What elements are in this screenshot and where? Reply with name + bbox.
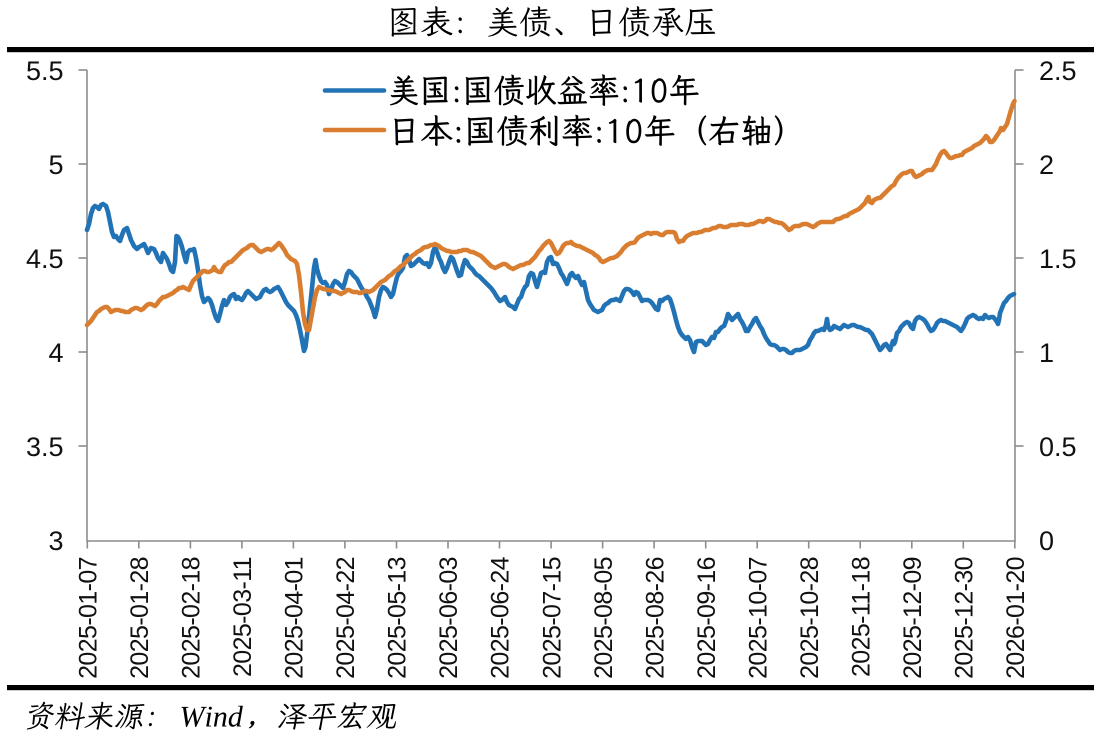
- svg-text:2025-10-07: 2025-10-07: [744, 557, 772, 679]
- svg-text:2025-12-30: 2025-12-30: [951, 557, 979, 679]
- svg-text:2025-06-24: 2025-06-24: [487, 556, 515, 679]
- svg-text:2025-09-16: 2025-09-16: [693, 557, 721, 679]
- svg-text:5.5: 5.5: [26, 56, 64, 86]
- svg-text:4: 4: [48, 338, 63, 368]
- svg-text:5: 5: [48, 150, 63, 180]
- svg-text:2025-10-28: 2025-10-28: [796, 557, 824, 679]
- svg-text:4.5: 4.5: [26, 244, 64, 274]
- svg-text:0: 0: [1039, 526, 1054, 556]
- svg-text:2025-11-18: 2025-11-18: [848, 557, 876, 677]
- svg-text:2: 2: [1039, 150, 1054, 180]
- svg-text:1: 1: [1039, 338, 1054, 368]
- svg-text:1.5: 1.5: [1039, 244, 1077, 274]
- svg-text:2025-02-18: 2025-02-18: [178, 557, 206, 679]
- svg-text:2025-08-05: 2025-08-05: [590, 557, 618, 679]
- svg-text:2025-08-26: 2025-08-26: [641, 557, 669, 679]
- svg-text:2.5: 2.5: [1039, 56, 1077, 86]
- svg-text:2025-04-01: 2025-04-01: [281, 557, 309, 679]
- svg-text:2025-06-03: 2025-06-03: [435, 557, 463, 679]
- svg-text:2025-01-07: 2025-01-07: [75, 557, 103, 679]
- svg-text:2025-12-09: 2025-12-09: [899, 557, 927, 679]
- svg-text:2025-07-15: 2025-07-15: [538, 557, 566, 679]
- svg-text:2025-03-11: 2025-03-11: [229, 557, 257, 677]
- svg-text:2025-04-22: 2025-04-22: [332, 557, 360, 679]
- svg-text:2026-01-20: 2026-01-20: [1002, 557, 1030, 679]
- svg-text:3.5: 3.5: [26, 432, 64, 462]
- svg-text:0.5: 0.5: [1039, 432, 1077, 462]
- svg-text:3: 3: [48, 526, 63, 556]
- svg-text:2025-05-13: 2025-05-13: [384, 557, 412, 679]
- svg-text:2025-01-28: 2025-01-28: [126, 557, 154, 679]
